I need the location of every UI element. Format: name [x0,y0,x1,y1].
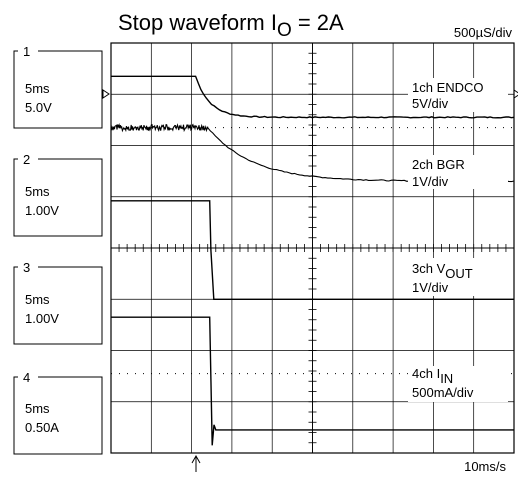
trace-scale: 5V/div [412,96,449,111]
trigger-arrow-icon [191,454,201,472]
trace-name: 3ch VOUT [412,261,473,281]
channel-time: 5ms [25,401,50,416]
trace-line-3 [111,200,514,300]
channel-number: 4 [23,370,30,385]
ch1-reference-marker [102,89,110,99]
trace-scale: 500mA/div [412,385,474,400]
channel-box-4: 4 5ms 0.50A [13,370,103,455]
trace-label-2: 2ch BGR 1V/div [408,155,508,189]
sample-rate-label: 10ms/s [464,459,506,474]
trace-line-1 [111,75,515,119]
channel-number: 1 [23,44,30,59]
trace-name: 1ch ENDCO [412,80,484,95]
channel-time: 5ms [25,81,50,96]
chart-title: Stop waveform IO = 2A [118,10,344,41]
trace-label-4: 4ch IIN 500mA/div [408,366,508,402]
timebase-label: 500µS/div [454,25,513,40]
channel-scale: 1.00V [25,203,59,218]
trace-scale: 1V/div [412,174,449,189]
channel-scale: 0.50A [25,420,59,435]
channel-time: 5ms [25,292,50,307]
channel-number: 2 [23,152,30,167]
channel-scale: 1.00V [25,311,59,326]
channel-number: 3 [23,260,30,275]
trace-label-3: 3ch VOUT 1V/div [408,258,508,296]
channel-box-1: 1 5ms 5.0V [13,44,103,129]
channel-box-3: 3 5ms 1.00V [13,260,103,345]
trace-name: 4ch IIN [412,366,453,386]
channel-box-2: 2 5ms 1.00V [13,152,103,237]
trace-line-4 [111,316,514,446]
trace-label-1: 1ch ENDCO 5V/div [408,78,508,112]
trace-line-2 [110,123,515,183]
trace-name: 2ch BGR [412,157,465,172]
trace-scale: 1V/div [412,280,449,295]
channel-time: 5ms [25,184,50,199]
channel-scale: 5.0V [25,100,52,115]
